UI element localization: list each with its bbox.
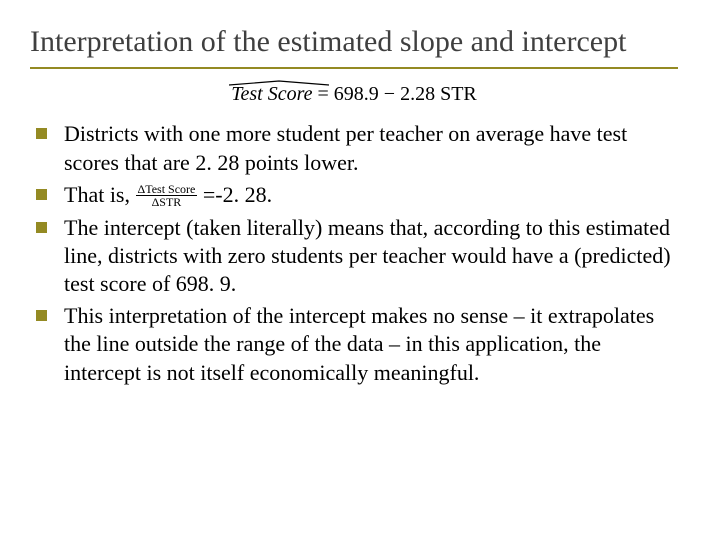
bullet-list: Districts with one more student per teac… (30, 120, 678, 386)
fraction-denominator: ΔSTR (136, 196, 198, 209)
bullet-text: This interpretation of the intercept mak… (64, 303, 654, 384)
regression-equation: Test Score = 698.9 − 2.28 STR (30, 83, 678, 106)
list-item: That is, ΔTest Score ΔSTR =-2. 28. (30, 181, 678, 210)
bullet-text: Districts with one more student per teac… (64, 121, 627, 174)
bullet-suffix: =-2. 28. (203, 182, 272, 207)
equation-rhs: = 698.9 − 2.28 STR (313, 83, 477, 105)
bullet-prefix: That is, (64, 182, 136, 207)
list-item: The intercept (taken literally) means th… (30, 214, 678, 298)
fraction-numerator: ΔTest Score (136, 183, 198, 197)
slide: Interpretation of the estimated slope an… (0, 0, 720, 540)
hat-icon (229, 80, 329, 86)
bullet-text: The intercept (taken literally) means th… (64, 215, 671, 296)
list-item: Districts with one more student per teac… (30, 120, 678, 176)
page-title: Interpretation of the estimated slope an… (30, 24, 678, 59)
inline-fraction: ΔTest Score ΔSTR (136, 183, 198, 209)
equation-lhs-text: Test Score (231, 83, 312, 105)
equation-rhs-text: = 698.9 − 2.28 STR (313, 83, 477, 105)
list-item: This interpretation of the intercept mak… (30, 302, 678, 386)
equation-lhs-hat: Test Score (231, 83, 312, 106)
title-underline (30, 67, 678, 69)
